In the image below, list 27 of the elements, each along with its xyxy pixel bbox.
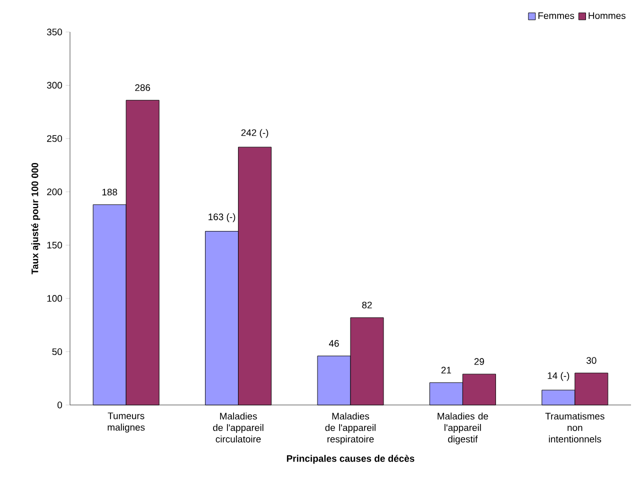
legend-label: Hommes [588, 12, 626, 20]
x-tick-label: Tumeurs malignes [108, 412, 145, 433]
y-tick-label: 150 [47, 242, 62, 248]
y-tick-label: 0 [58, 402, 62, 408]
x-tick-label: Traumatismes non intentionnels [545, 412, 604, 442]
legend-label: Femmes [538, 12, 574, 20]
y-tick-label: 300 [46, 82, 62, 89]
x-axis-title: Principales causes de décès [286, 454, 414, 464]
data-label: 14 (-) [548, 372, 570, 381]
y-tick-label: 100 [47, 295, 62, 302]
data-label: 163 (-) [208, 213, 236, 222]
data-label: 188 [102, 188, 118, 196]
y-tick-label: 250 [47, 135, 62, 142]
data-label: 46 [328, 340, 339, 347]
data-label: 242 (-) [241, 129, 268, 138]
data-label: 82 [362, 302, 372, 308]
y-tick-label: 200 [47, 188, 62, 196]
data-label: 30 [586, 357, 596, 364]
data-label: 286 [135, 84, 150, 91]
y-axis-title: Taux ajusté pour 100 000 [31, 162, 40, 274]
data-label: 21 [441, 366, 452, 374]
x-tick-label: Maladies de l'appareil respiratoire [325, 412, 376, 444]
data-label: 29 [474, 358, 484, 365]
x-tick-label: Maladies de l'appareil digestif [438, 412, 488, 444]
y-tick-label: 350 [46, 28, 62, 36]
x-tick-label: Maladies de l'appareil circulatoire [213, 412, 264, 442]
y-tick-label: 50 [52, 348, 62, 356]
